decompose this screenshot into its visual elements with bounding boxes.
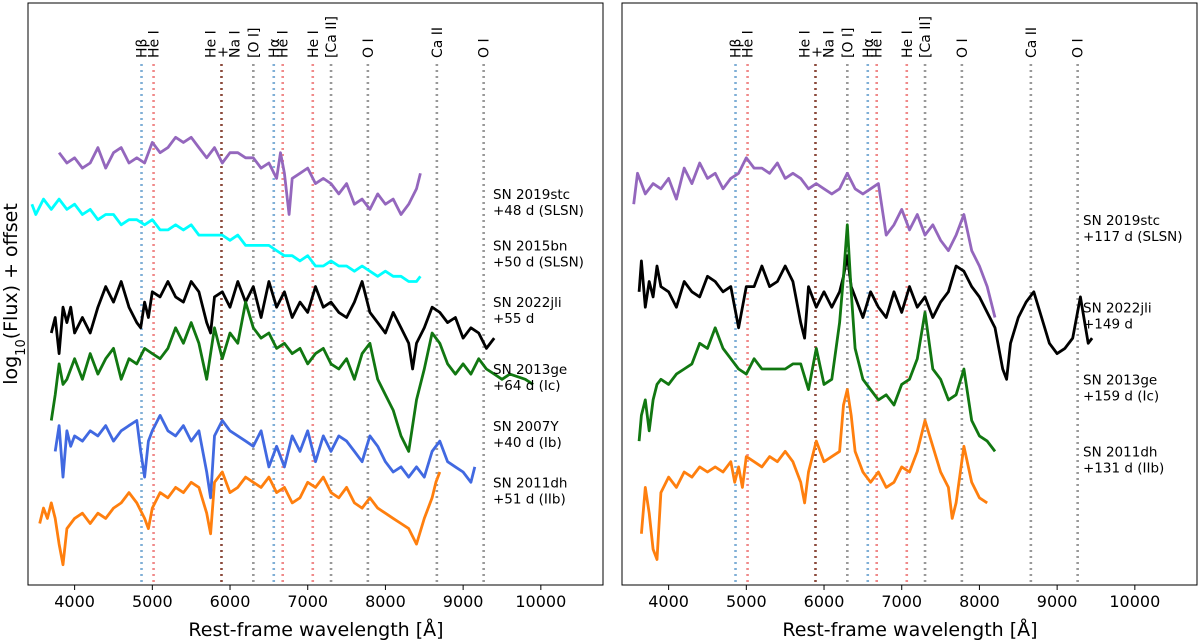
y-axis-label: log10(Flux) + offset: [0, 203, 29, 385]
left-spectrum-labels: SN 2019stc +48 d (SLSN) SN 2015bn +50 d (SL…: [493, 187, 584, 507]
spectrum-line: [49, 280, 496, 371]
line-marker-label: He I+Na I: [203, 30, 243, 58]
x-tick-label: 8000: [959, 592, 1000, 611]
line-marker-label: [O I]: [840, 27, 856, 58]
spectrum-label: SN 2019stc +117 d (SLSN): [1083, 213, 1183, 245]
line-marker-label: O I: [955, 38, 971, 58]
x-tick-label: 7000: [287, 592, 328, 611]
right-x-axis-label: Rest-frame wavelength [Å]: [782, 618, 1037, 641]
right-x-axis: 4000 5000 6000 7000 8000 9000 10000: [648, 585, 1160, 611]
spectrum-label: SN 2015bn +50 d (SLSN): [493, 239, 584, 271]
line-marker-label: He I: [276, 30, 292, 58]
x-tick-label: 5000: [132, 592, 173, 611]
x-tick-label: 7000: [881, 592, 922, 611]
left-x-axis-label: Rest-frame wavelength [Å]: [188, 618, 443, 641]
spectrum-label: SN 2022jli +55 d: [493, 295, 562, 327]
line-marker-label: He I: [147, 30, 163, 58]
line-marker-label: [O I]: [246, 27, 262, 58]
line-marker-label: He I: [900, 30, 916, 58]
x-tick-label: 6000: [804, 592, 845, 611]
x-tick-label: 10000: [1109, 592, 1160, 611]
left-spectra: [30, 135, 534, 567]
spectrum-line: [640, 388, 988, 561]
line-marker-label: O I: [361, 38, 377, 58]
spectrum-line: [49, 300, 534, 453]
line-marker-label: He I+Na I: [797, 30, 837, 58]
x-tick-label: 4000: [648, 592, 689, 611]
spectrum-line: [637, 223, 997, 453]
spectrum-label: SN 2011dh +131 d (IIb): [1083, 445, 1164, 477]
right-plot-frame: [621, 2, 1198, 586]
spectrum-line: [57, 135, 422, 216]
line-marker-label: He I: [306, 30, 322, 58]
spectrum-label: SN 2019stc +48 d (SLSN): [493, 187, 584, 219]
line-marker-label: Hβ: [729, 39, 745, 58]
spectrum-label: SN 2022jli +149 d: [1083, 300, 1152, 332]
line-marker-label: He I: [870, 30, 886, 58]
line-marker-label: O I: [1071, 38, 1087, 58]
left-plot-frame: [27, 2, 604, 586]
left-x-axis: 4000 5000 6000 7000 8000 9000 10000: [54, 585, 566, 611]
spectrum-line: [38, 470, 442, 567]
x-tick-label: 5000: [726, 592, 767, 611]
spectrum-line: [30, 197, 422, 283]
spectrum-line: [53, 413, 477, 500]
right-spectra: [632, 156, 1094, 561]
x-tick-label: 9000: [443, 592, 484, 611]
line-marker-label: He I: [741, 30, 757, 58]
x-tick-label: 4000: [54, 592, 95, 611]
spectrum-label: SN 2011dh +51 d (IIb): [493, 475, 567, 507]
x-tick-label: 8000: [365, 592, 406, 611]
x-tick-label: 6000: [210, 592, 251, 611]
line-marker-label: Hα: [267, 38, 283, 58]
x-tick-label: 10000: [515, 592, 566, 611]
line-marker-label: Hβ: [135, 39, 151, 58]
line-marker-label: O I: [477, 38, 493, 58]
spectrum-line: [637, 254, 1094, 381]
spectrum-label: SN 2013ge +64 d (Ic): [493, 362, 567, 394]
spectrum-line: [632, 156, 997, 318]
spectrum-label: SN 2013ge +159 d (Ic): [1083, 372, 1159, 404]
spectrum-label: SN 2007Y +40 d (Ib): [493, 419, 562, 451]
line-marker-label: Ca II: [1024, 27, 1040, 58]
right-spectrum-labels: SN 2019stc +117 d (SLSN) SN 2022jli +149 d S…: [1083, 213, 1183, 477]
line-marker-label: Ca II: [430, 27, 446, 58]
line-marker-label: [Ca II]: [918, 16, 934, 58]
line-marker-label: Hα: [861, 38, 877, 58]
line-marker-label: [Ca II]: [324, 16, 340, 58]
x-tick-label: 9000: [1037, 592, 1078, 611]
